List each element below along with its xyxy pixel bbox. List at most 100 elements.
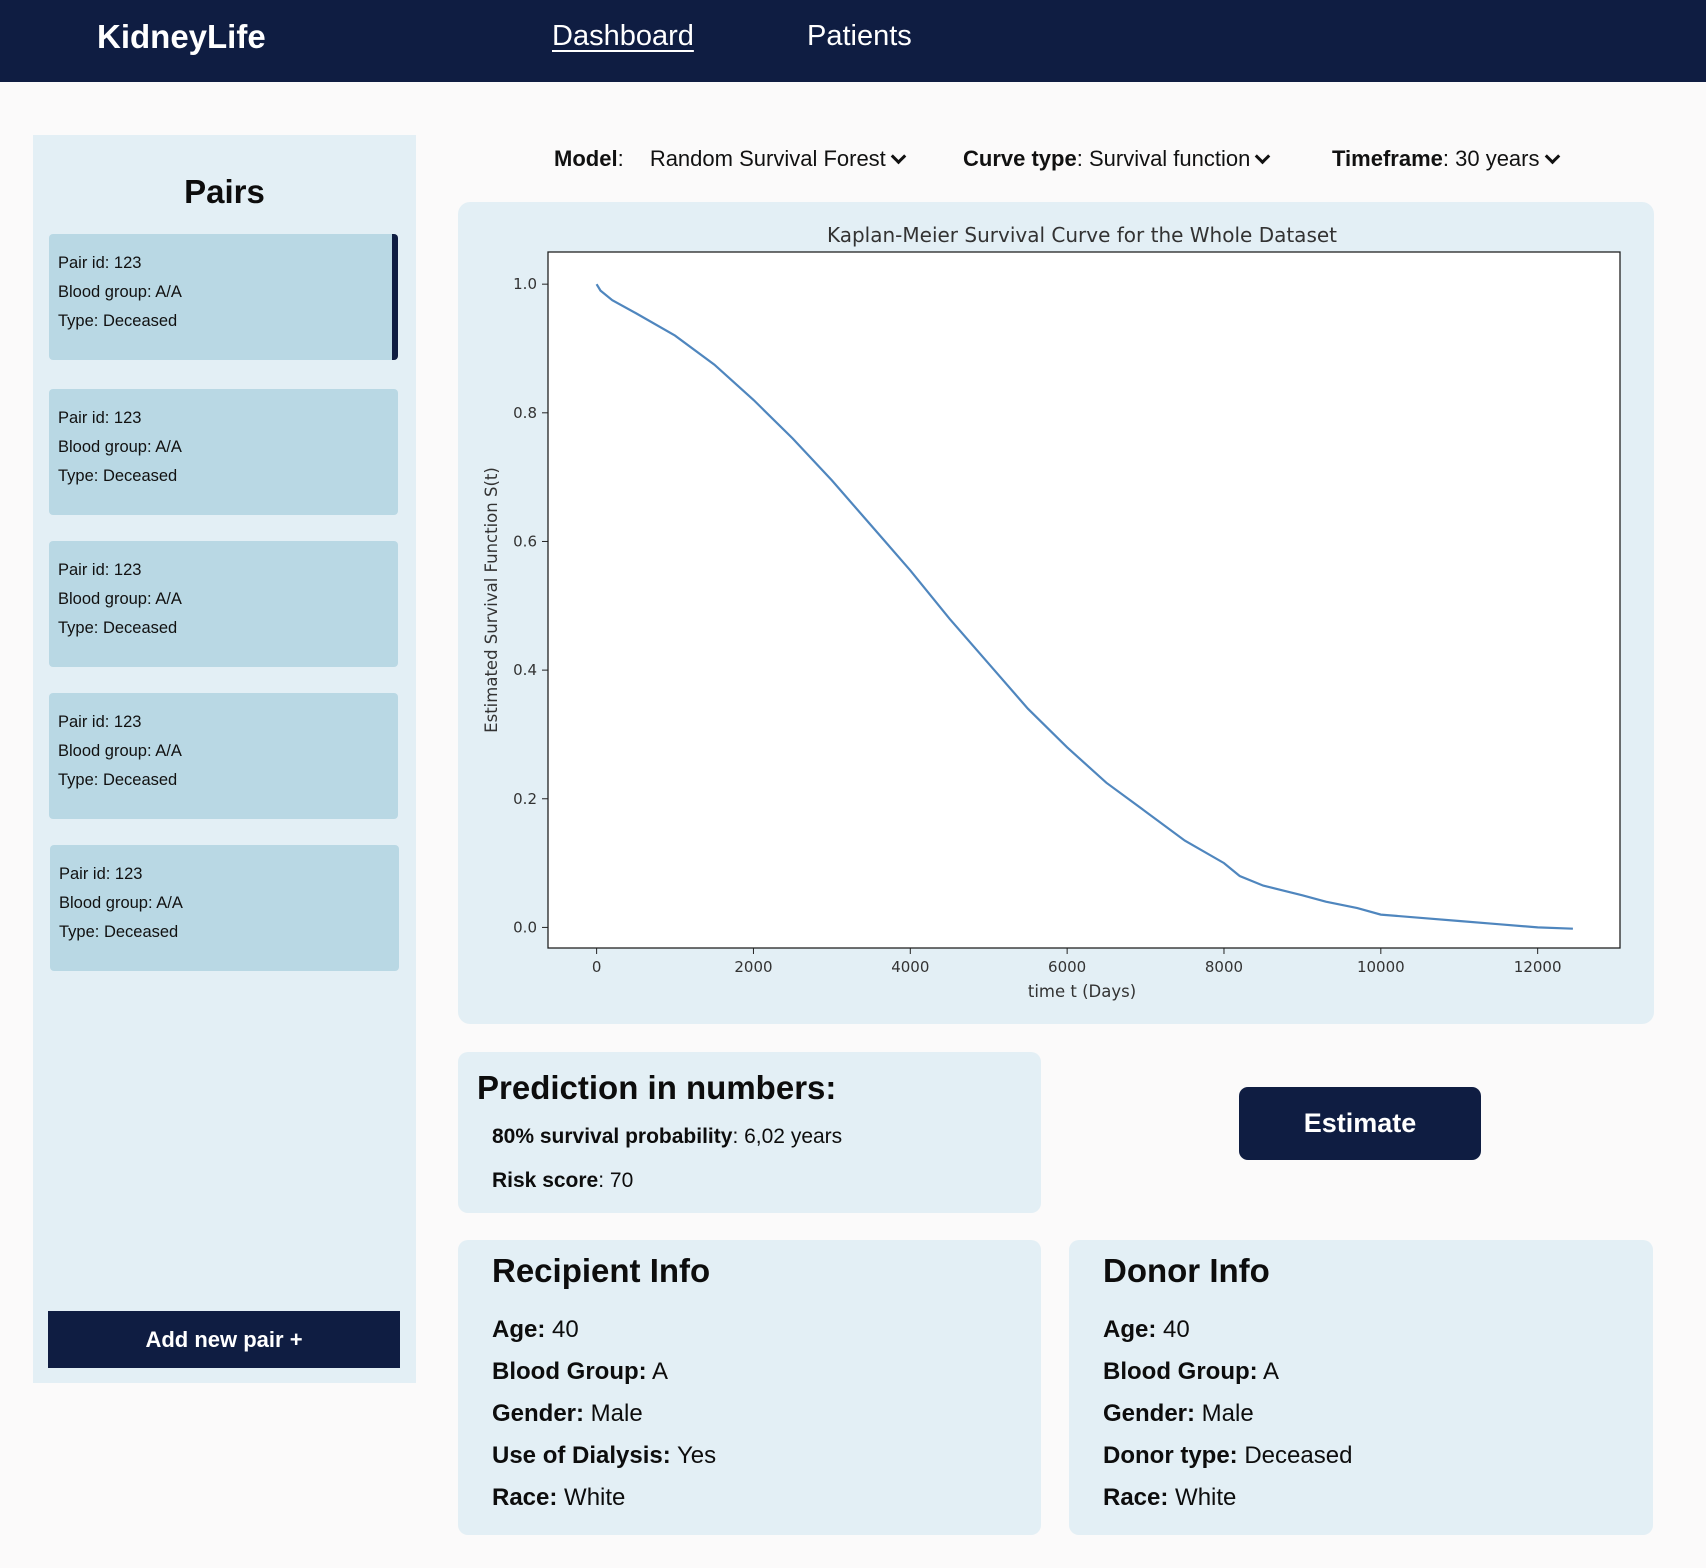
- nav-dashboard[interactable]: Dashboard: [552, 20, 694, 52]
- curve-type-select[interactable]: Curve type: Survival function: [963, 146, 1271, 172]
- prediction-panel: Prediction in numbers: 80% survival prob…: [458, 1052, 1041, 1213]
- field-value: Male: [1195, 1400, 1254, 1427]
- recipient-dialysis-row: Use of Dialysis: Yes: [492, 1442, 716, 1470]
- add-pair-button[interactable]: Add new pair +: [48, 1311, 400, 1368]
- y-tick-label: 0.0: [513, 918, 537, 936]
- pair-card[interactable]: Pair id: 123 Blood group: A/A Type: Dece…: [49, 693, 398, 819]
- nav-patients[interactable]: Patients: [807, 20, 912, 52]
- recipient-gender-row: Gender: Male: [492, 1400, 643, 1428]
- pair-type-label: Type: Deceased: [58, 467, 178, 485]
- pair-id-label: Pair id: 123: [58, 561, 142, 579]
- donor-race-row: Race: White: [1103, 1484, 1236, 1512]
- donor-info-panel: Donor Info Age: 40 Blood Group: A Gender…: [1069, 1240, 1653, 1535]
- field-value: A: [1257, 1358, 1279, 1385]
- pair-id-label: Pair id: 123: [58, 254, 142, 272]
- model-value: Random Survival Forest: [649, 146, 886, 171]
- chevron-down-icon: [890, 148, 907, 165]
- risk-score-value: : 70: [598, 1169, 634, 1192]
- recipient-age-row: Age: 40: [492, 1316, 579, 1344]
- brand-logo[interactable]: KidneyLife: [97, 18, 266, 55]
- pair-type-label: Type: Deceased: [59, 923, 179, 941]
- field-value: 40: [1156, 1316, 1190, 1343]
- x-tick-label: 2000: [734, 958, 772, 976]
- y-tick-label: 0.8: [513, 404, 537, 422]
- field-label: Race:: [1103, 1484, 1169, 1511]
- field-label: Race:: [492, 1484, 558, 1511]
- pair-blood-group-label: Blood group: A/A: [59, 894, 183, 912]
- survival-chart: Kaplan-Meier Survival Curve for the Whol…: [482, 223, 1621, 1001]
- pair-blood-group-label: Blood group: A/A: [58, 590, 182, 608]
- y-tick-label: 0.2: [513, 790, 537, 808]
- donor-type-row: Donor type: Deceased: [1103, 1442, 1352, 1470]
- field-value: Yes: [670, 1442, 717, 1469]
- field-label: Use of Dialysis:: [492, 1442, 671, 1469]
- pair-id-label: Pair id: 123: [59, 865, 143, 883]
- y-tick-label: 0.4: [513, 661, 537, 679]
- chart-title: Kaplan-Meier Survival Curve for the Whol…: [827, 223, 1337, 247]
- prediction-title: Prediction in numbers:: [477, 1069, 837, 1106]
- donor-age-row: Age: 40: [1103, 1316, 1190, 1344]
- x-tick-label: 0: [592, 958, 602, 976]
- model-select[interactable]: Model: Random Survival Forest: [554, 146, 907, 172]
- field-label: Gender:: [492, 1400, 585, 1427]
- pair-card[interactable]: Pair id: 123 Blood group: A/A Type: Dece…: [49, 234, 398, 360]
- recipient-race-row: Race: White: [492, 1484, 625, 1512]
- y-axis: 0.0 0.2 0.4 0.6 0.8 1.0: [513, 275, 548, 936]
- donor-info-title: Donor Info: [1103, 1252, 1270, 1289]
- x-axis-label: time t (Days): [1028, 982, 1136, 1001]
- pair-card[interactable]: Pair id: 123 Blood group: A/A Type: Dece…: [49, 541, 398, 667]
- x-tick-label: 6000: [1048, 958, 1086, 976]
- pair-blood-group-label: Blood group: A/A: [58, 283, 182, 301]
- chevron-down-icon: [1544, 148, 1560, 165]
- x-tick-label: 8000: [1205, 958, 1243, 976]
- x-axis: 0 2000 4000 6000 8000 10000 12000: [592, 948, 1562, 976]
- y-axis-label: Estimated Survival Function S(t): [482, 467, 501, 733]
- pair-blood-group-label: Blood group: A/A: [58, 742, 182, 760]
- survival-probability-label: 80% survival probability: [492, 1125, 733, 1148]
- survival-probability-row: 80% survival probability: 6,02 years: [492, 1125, 842, 1149]
- timeframe-select[interactable]: Timeframe: 30 years: [1332, 146, 1560, 172]
- pair-card[interactable]: Pair id: 123 Blood group: A/A Type: Dece…: [49, 389, 398, 515]
- curve-type-value: Survival function: [1088, 146, 1251, 171]
- chart-panel: Kaplan-Meier Survival Curve for the Whol…: [458, 202, 1654, 1024]
- pair-id-label: Pair id: 123: [58, 713, 142, 731]
- pair-type-label: Type: Deceased: [58, 771, 178, 789]
- field-label: Blood Group:: [1103, 1358, 1258, 1385]
- field-value: White: [1168, 1484, 1237, 1511]
- field-label: Gender:: [1103, 1400, 1196, 1427]
- risk-score-row: Risk score: 70: [492, 1169, 633, 1193]
- field-label: Age:: [1103, 1316, 1157, 1343]
- pair-blood-group-label: Blood group: A/A: [58, 438, 182, 456]
- survival-curve-line: [595, 283, 1573, 930]
- top-nav-bar: KidneyLife Dashboard Patients: [0, 0, 1706, 82]
- pair-id-label: Pair id: 123: [58, 409, 142, 427]
- field-value: Male: [584, 1400, 643, 1427]
- chevron-down-icon: [1255, 148, 1271, 165]
- field-value: Deceased: [1237, 1442, 1353, 1469]
- field-label: Age:: [492, 1316, 546, 1343]
- pair-type-label: Type: Deceased: [58, 312, 178, 330]
- risk-score-label: Risk score: [492, 1169, 599, 1192]
- recipient-blood-group-row: Blood Group: A: [492, 1358, 668, 1386]
- y-tick-label: 0.6: [513, 532, 537, 550]
- field-label: Donor type:: [1103, 1442, 1238, 1469]
- timeframe-label: Timeframe: [1332, 146, 1443, 171]
- donor-blood-group-row: Blood Group: A: [1103, 1358, 1279, 1386]
- pairs-sidebar: Pairs Pair id: 123 Blood group: A/A Type…: [33, 135, 416, 1383]
- estimate-button[interactable]: Estimate: [1239, 1087, 1481, 1160]
- x-tick-label: 4000: [891, 958, 929, 976]
- pair-type-label: Type: Deceased: [58, 619, 178, 637]
- pair-card[interactable]: Pair id: 123 Blood group: A/A Type: Dece…: [50, 845, 399, 971]
- recipient-info-panel: Recipient Info Age: 40 Blood Group: A Ge…: [458, 1240, 1041, 1535]
- curve-type-label: Curve type: [963, 146, 1077, 171]
- field-label: Blood Group:: [492, 1358, 647, 1385]
- field-value: 40: [545, 1316, 579, 1343]
- recipient-info-title: Recipient Info: [492, 1252, 711, 1289]
- y-tick-label: 1.0: [513, 275, 537, 293]
- timeframe-value: 30 years: [1455, 146, 1540, 171]
- field-value: A: [646, 1358, 668, 1385]
- model-label: Model: [554, 146, 618, 171]
- sidebar-title: Pairs: [184, 173, 265, 210]
- x-tick-label: 10000: [1357, 958, 1405, 976]
- field-value: White: [557, 1484, 626, 1511]
